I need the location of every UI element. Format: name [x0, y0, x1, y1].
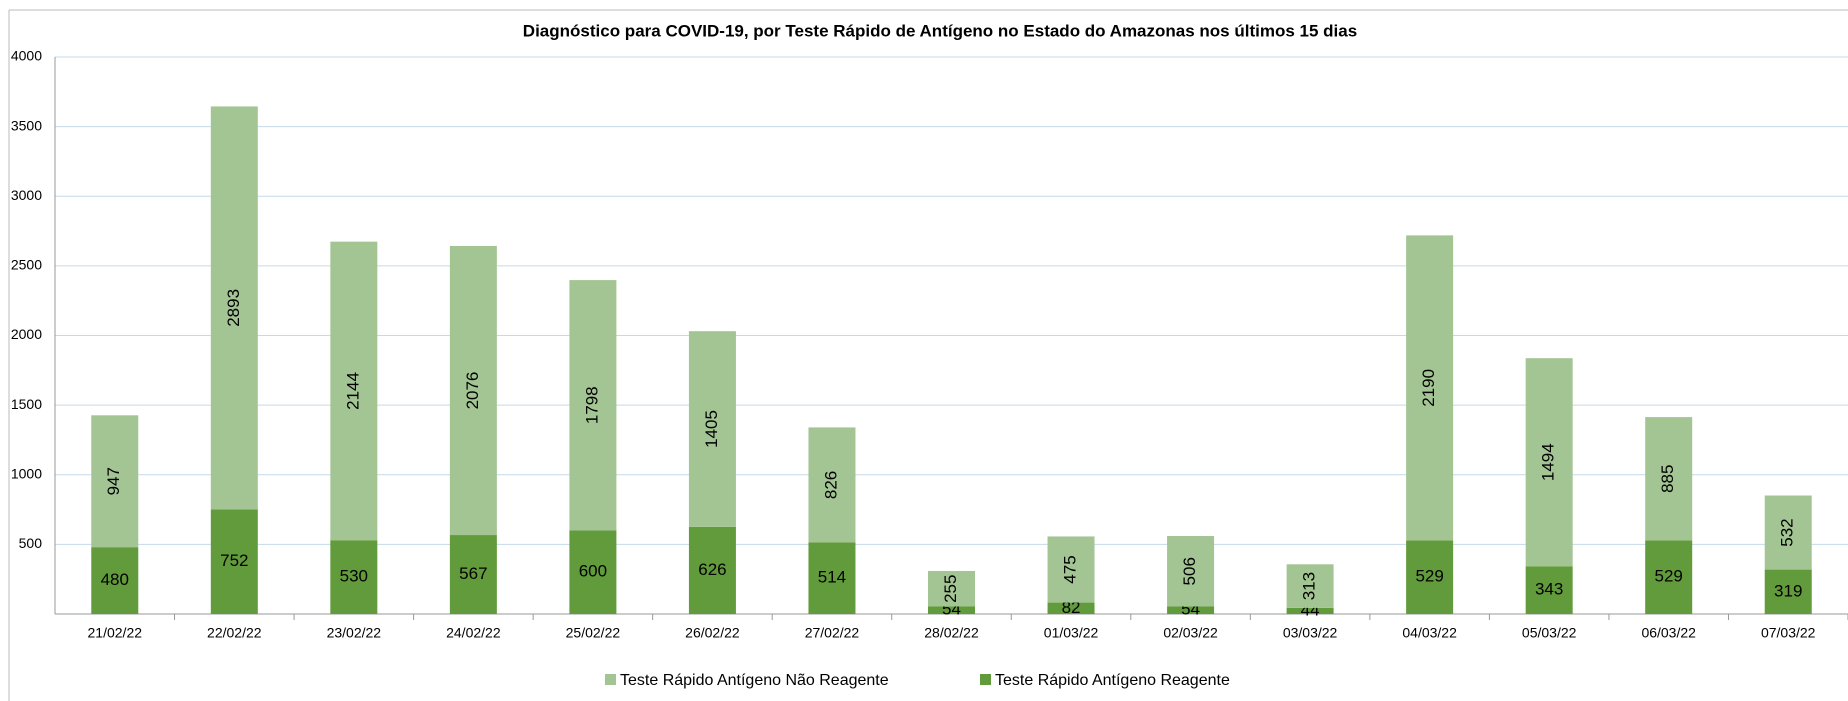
value-label: 475	[1061, 555, 1080, 583]
x-tick-label: 21/02/22	[88, 625, 143, 641]
bar-segment	[91, 415, 139, 548]
value-label: 1494	[1539, 443, 1558, 481]
bar-segment	[330, 540, 378, 614]
y-tick-label: 1000	[11, 465, 42, 481]
value-label: 506	[1180, 557, 1199, 585]
bar-segment	[1047, 602, 1095, 614]
bar-segment	[928, 570, 975, 607]
legend-label: Teste Rápido Antígeno Reagente	[995, 672, 1230, 689]
x-tick-label: 06/03/22	[1641, 625, 1696, 641]
y-tick-label: 3000	[11, 187, 42, 203]
value-label: 2893	[224, 289, 243, 327]
bar-segment	[569, 530, 617, 614]
bar-segment	[91, 547, 139, 614]
bar-segment	[928, 606, 975, 614]
bar-segment	[1047, 536, 1095, 603]
bar-segment	[808, 542, 856, 614]
legend-swatch	[980, 674, 991, 685]
value-label: 2144	[343, 372, 362, 410]
bar-segment	[569, 280, 617, 531]
chart-title: Diagnóstico para COVID-19, por Teste Ráp…	[523, 21, 1357, 40]
value-label: 947	[104, 467, 123, 495]
x-tick-label: 01/03/22	[1044, 625, 1099, 641]
value-label: 2190	[1419, 369, 1438, 407]
bar-segment	[808, 427, 856, 543]
value-label: 319	[1774, 581, 1802, 600]
bar-segment	[1764, 569, 1812, 614]
y-tick-label: 500	[19, 535, 43, 551]
value-label: 255	[941, 575, 960, 603]
x-tick-label: 02/03/22	[1163, 625, 1218, 641]
bar-segment	[688, 526, 736, 614]
bar-segment	[210, 509, 258, 614]
bar-segment	[1645, 417, 1693, 541]
value-label: 529	[1655, 567, 1683, 586]
x-tick-label: 25/02/22	[566, 625, 621, 641]
bar-segment	[330, 241, 378, 541]
value-label: 600	[579, 562, 607, 581]
bar-segment	[449, 535, 497, 614]
legend-swatch	[605, 674, 616, 685]
bar-segment	[1525, 566, 1573, 614]
x-tick-label: 03/03/22	[1283, 625, 1338, 641]
value-label: 885	[1658, 465, 1677, 493]
x-tick-label: 05/03/22	[1522, 625, 1577, 641]
bar-segment	[210, 106, 258, 510]
value-label: 1798	[582, 386, 601, 424]
value-label: 532	[1778, 518, 1797, 546]
bar-segment	[1406, 540, 1454, 614]
y-tick-label: 3500	[11, 117, 42, 133]
bar-segment	[1167, 606, 1215, 614]
value-label: 1405	[702, 410, 721, 448]
value-label: 514	[818, 568, 846, 587]
y-tick-label: 4000	[11, 48, 42, 64]
bar-segment	[688, 331, 736, 527]
x-tick-label: 27/02/22	[805, 625, 860, 641]
bar-segment	[1525, 358, 1573, 567]
bar-segment	[1764, 495, 1812, 570]
x-tick-label: 22/02/22	[207, 625, 262, 641]
x-tick-label: 28/02/22	[924, 625, 979, 641]
bar-segment	[1286, 564, 1334, 608]
bar-segment	[1286, 607, 1334, 614]
y-tick-label: 1500	[11, 396, 42, 412]
y-tick-label: 2500	[11, 257, 42, 273]
x-tick-label: 26/02/22	[685, 625, 740, 641]
bar-segment	[1645, 540, 1693, 614]
x-tick-label: 04/03/22	[1402, 625, 1457, 641]
value-label: 826	[821, 471, 840, 499]
value-label: 2076	[463, 372, 482, 410]
value-label: 480	[101, 570, 129, 589]
bar-segment	[1167, 536, 1215, 607]
value-label: 343	[1535, 580, 1563, 599]
value-label: 313	[1300, 572, 1319, 600]
bar-segment	[449, 245, 497, 536]
value-label: 567	[459, 564, 487, 583]
x-tick-label: 23/02/22	[327, 625, 382, 641]
x-tick-label: 24/02/22	[446, 625, 501, 641]
value-label: 530	[340, 567, 368, 586]
bar-segment	[1406, 235, 1454, 541]
value-label: 752	[220, 551, 248, 570]
value-label: 626	[698, 560, 726, 579]
x-tick-label: 07/03/22	[1761, 625, 1816, 641]
y-tick-label: 2000	[11, 326, 42, 342]
value-label: 529	[1415, 567, 1443, 586]
legend-label: Teste Rápido Antígeno Não Reagente	[620, 672, 889, 689]
